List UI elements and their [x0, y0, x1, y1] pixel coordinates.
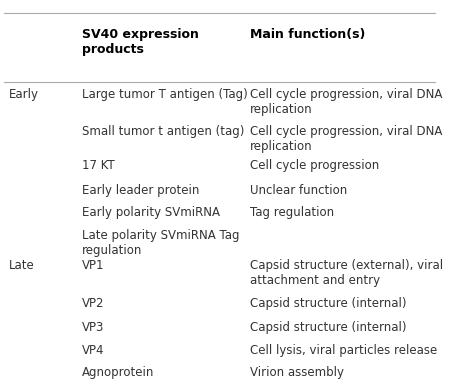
Text: Cell cycle progression, viral DNA
replication: Cell cycle progression, viral DNA replic…	[249, 88, 442, 116]
Text: Cell cycle progression: Cell cycle progression	[249, 159, 379, 172]
Text: VP3: VP3	[82, 321, 104, 334]
Text: Late: Late	[9, 259, 34, 272]
Text: Early: Early	[9, 88, 38, 101]
Text: Tag regulation: Tag regulation	[249, 206, 334, 219]
Text: Capsid structure (external), viral
attachment and entry: Capsid structure (external), viral attac…	[249, 259, 443, 287]
Text: Large tumor T antigen (Tag): Large tumor T antigen (Tag)	[82, 88, 247, 101]
Text: Agnoprotein: Agnoprotein	[82, 366, 154, 379]
Text: Main function(s): Main function(s)	[249, 29, 365, 42]
Text: Cell cycle progression, viral DNA
replication: Cell cycle progression, viral DNA replic…	[249, 125, 442, 153]
Text: 17 KT: 17 KT	[82, 159, 114, 172]
Text: Capsid structure (internal): Capsid structure (internal)	[249, 297, 406, 310]
Text: Early leader protein: Early leader protein	[82, 184, 199, 197]
Text: Small tumor t antigen (tag): Small tumor t antigen (tag)	[82, 125, 244, 138]
Text: Late polarity SVmiRNA Tag
regulation: Late polarity SVmiRNA Tag regulation	[82, 229, 239, 257]
Text: VP1: VP1	[82, 259, 104, 272]
Text: Virion assembly: Virion assembly	[249, 366, 344, 379]
Text: Early polarity SVmiRNA: Early polarity SVmiRNA	[82, 206, 219, 219]
Text: Cell lysis, viral particles release: Cell lysis, viral particles release	[249, 344, 437, 357]
Text: VP2: VP2	[82, 297, 104, 310]
Text: SV40 expression
products: SV40 expression products	[82, 29, 199, 56]
Text: Capsid structure (internal): Capsid structure (internal)	[249, 321, 406, 334]
Text: VP4: VP4	[82, 344, 104, 357]
Text: Unclear function: Unclear function	[249, 184, 347, 197]
